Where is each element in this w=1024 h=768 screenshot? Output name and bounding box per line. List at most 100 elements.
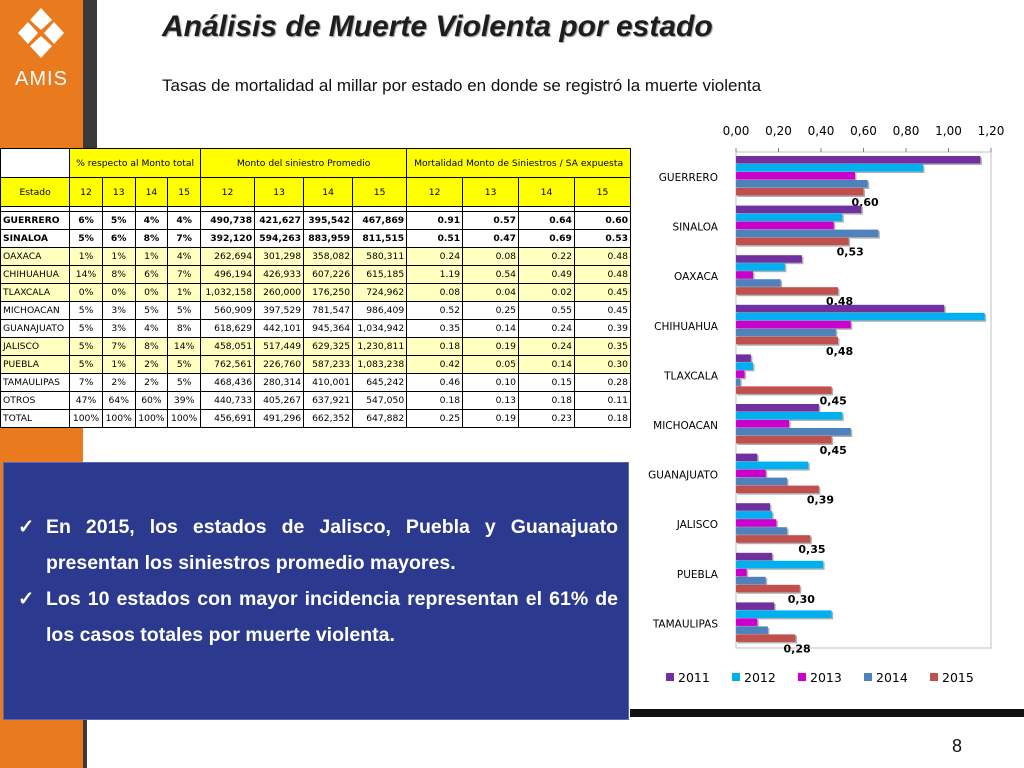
legend-swatch (930, 673, 938, 681)
cell-mortalidad: 0.57 (462, 211, 520, 230)
group-header-mortalidad: Mortalidad Monto de Siniestros / SA expu… (406, 148, 631, 178)
cell-monto: 468,436 (199, 373, 256, 392)
cell-pct: 64% (101, 391, 136, 410)
bar (736, 503, 770, 511)
data-label: 0,45 (820, 394, 847, 407)
cell-estado: OTROS (0, 391, 71, 410)
cell-monto: 781,547 (303, 301, 354, 320)
legend-swatch (798, 673, 806, 681)
cell-mortalidad: 0.05 (462, 355, 520, 374)
cell-estado: TLAXCALA (0, 283, 71, 302)
cell-mortalidad: 0.69 (518, 229, 575, 248)
cell-pct: 7% (101, 337, 136, 356)
bar (736, 229, 879, 238)
cell-monto: 607,226 (303, 265, 354, 284)
col-header-year: 12 (199, 177, 256, 207)
table-spacer (0, 206, 632, 212)
cell-monto: 883,959 (303, 229, 354, 248)
cell-mortalidad: 0.25 (406, 409, 464, 428)
cell-estado: CHIHUAHUA (0, 265, 71, 284)
cell-mortalidad: 0.35 (406, 319, 464, 338)
cell-pct: 1% (101, 355, 136, 374)
bar (736, 436, 832, 444)
cell-pct: 5% (167, 373, 201, 392)
legend-label: 2012 (744, 670, 776, 685)
cell-monto: 395,542 (303, 211, 354, 230)
cell-monto: 440,733 (199, 391, 256, 410)
cell-pct: 47% (69, 391, 103, 410)
cell-monto: 392,120 (199, 229, 256, 248)
table-row: SINALOA 5% 6% 8% 7% 392,120 594,263 883,959 811,… (0, 229, 632, 248)
bar (736, 180, 868, 188)
bar (736, 485, 819, 494)
bar (736, 237, 849, 246)
bar (736, 477, 787, 486)
bar (736, 453, 758, 462)
cell-pct: 3% (101, 301, 136, 320)
cell-mortalidad: 0.14 (462, 319, 520, 338)
cell-estado: MICHOACAN (0, 301, 71, 320)
cell-pct: 39% (167, 391, 201, 410)
group-header-pct: % respecto al Monto total (69, 148, 201, 178)
cell-mortalidad: 0.18 (518, 391, 575, 410)
bar (736, 255, 802, 263)
cell-monto: 456,691 (199, 409, 256, 428)
cell-monto: 491,296 (254, 409, 305, 428)
bullet-item: ✓ En 2015, los estados de Jalisco, Puebla… (18, 509, 618, 581)
cell-mortalidad: 0.52 (406, 301, 464, 320)
cell-mortalidad: 0.24 (518, 337, 575, 356)
mortality-bar-chart: 0,00 0,20 0,40 0,60 0,80 1,00 1,20GUERRERO0,60… (648, 124, 1004, 685)
bar (736, 519, 777, 527)
cell-mortalidad: 0.49 (518, 265, 575, 284)
bar (736, 610, 832, 618)
bar (736, 304, 945, 313)
x-tick-label: 0,60 (850, 124, 877, 138)
cell-pct: 4% (134, 211, 169, 230)
bar (736, 412, 843, 420)
cell-pct: 0% (101, 283, 136, 302)
cell-monto: 580,311 (352, 247, 408, 266)
bar (736, 279, 781, 287)
cell-mortalidad: 0.13 (462, 391, 520, 410)
category-label: OAXACA (674, 271, 719, 283)
cell-pct: 8% (134, 337, 169, 356)
bar (736, 634, 796, 642)
cell-mortalidad: 0.04 (462, 283, 520, 302)
cell-monto: 458,051 (199, 337, 256, 356)
cell-pct: 1% (134, 247, 169, 266)
category-label: MICHOACAN (653, 420, 718, 432)
bar (736, 328, 836, 337)
page-subtitle: Tasas de mortalidad al millar por estado… (162, 76, 762, 95)
page-title: Análisis de Muerte Violenta por estado (162, 10, 713, 43)
bar (736, 354, 751, 362)
cell-mortalidad: 0.08 (406, 283, 464, 302)
data-label: 0,30 (788, 593, 815, 606)
cell-monto: 405,267 (254, 391, 305, 410)
data-label: 0,53 (837, 246, 864, 259)
cell-mortalidad: 0.19 (462, 337, 520, 356)
cell-pct: 5% (69, 355, 103, 374)
col-header-year: 14 (518, 177, 575, 207)
cell-estado: GUANAJUATO (0, 319, 71, 338)
col-header-year: 14 (134, 177, 169, 207)
table-row: OTROS 47% 64% 60% 39% 440,733 405,267 637,921 54… (0, 391, 632, 410)
cell-mortalidad: 0.45 (573, 301, 632, 320)
sidebar-divider (83, 0, 97, 148)
cell-monto: 618,629 (199, 319, 256, 338)
cell-mortalidad: 0.54 (462, 265, 520, 284)
footer-bar (630, 709, 1024, 717)
col-header-year: 12 (406, 177, 464, 207)
table-row: OAXACA 1% 1% 1% 4% 262,694 301,298 358,082 580,3… (0, 247, 632, 266)
cell-monto: 176,250 (303, 283, 354, 302)
category-label: TAMAULIPAS (652, 618, 718, 630)
bar (736, 164, 923, 172)
cell-monto: 1,032,158 (199, 283, 256, 302)
cell-pct: 7% (167, 265, 201, 284)
cell-monto: 467,869 (352, 211, 408, 230)
x-tick-label: 1,00 (935, 124, 962, 138)
bar (736, 576, 766, 585)
cell-estado: TAMAULIPAS (0, 373, 71, 392)
cell-mortalidad: 0.42 (406, 355, 464, 374)
legend-label: 2015 (942, 670, 974, 685)
cell-monto: 647,882 (352, 409, 408, 428)
